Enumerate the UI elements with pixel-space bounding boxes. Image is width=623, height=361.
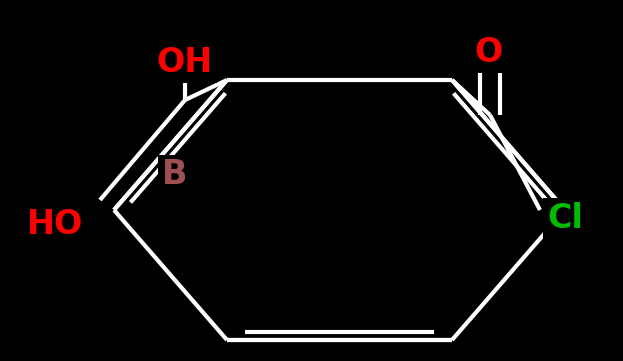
Text: HO: HO: [27, 209, 83, 242]
Text: OH: OH: [157, 45, 213, 78]
Text: B: B: [162, 158, 188, 191]
Text: Cl: Cl: [547, 201, 583, 235]
Text: O: O: [474, 35, 502, 69]
